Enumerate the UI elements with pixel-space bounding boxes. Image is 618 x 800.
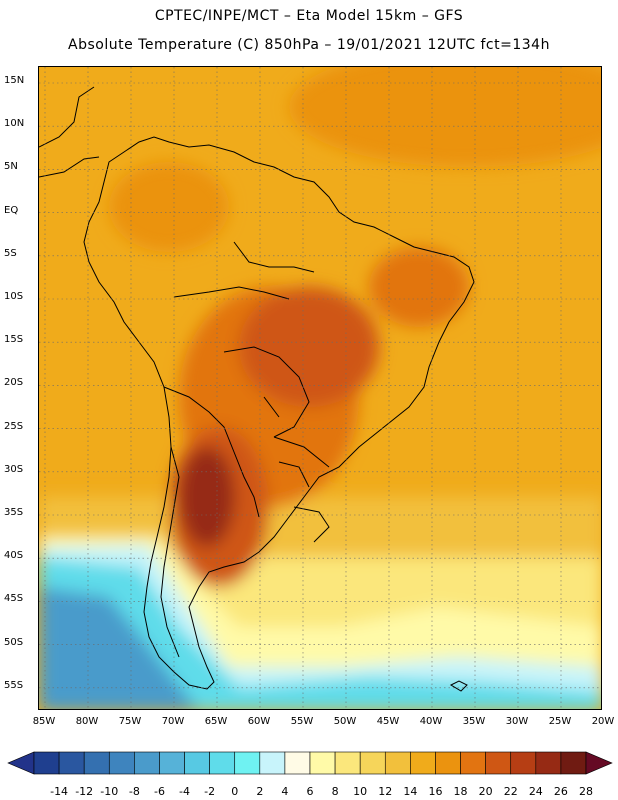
colorbar-label: 16 — [428, 785, 443, 798]
colorbar-label: 4 — [281, 785, 289, 798]
colorbar-label: 14 — [403, 785, 418, 798]
lon-label: 85W — [32, 716, 56, 727]
border-andes — [163, 386, 260, 518]
colorbar-label: -14 — [50, 785, 69, 798]
warm-zone-northeast-brazil — [369, 247, 469, 327]
colorbar-under-arrow — [7, 751, 35, 775]
lon-label: 50W — [333, 716, 357, 727]
lon-label: 20W — [591, 716, 615, 727]
colorbar-swatch — [309, 751, 336, 775]
falkland-islands — [449, 680, 468, 692]
temperature-map — [39, 67, 601, 709]
colorbar-swatch — [284, 751, 311, 775]
graticule-grid — [39, 67, 601, 709]
colorbar-label: -2 — [204, 785, 216, 798]
lat-label: 50S — [4, 636, 24, 648]
colorbar-label: -4 — [179, 785, 191, 798]
temperature-field-shading — [39, 67, 601, 709]
hot-zone-core — [179, 447, 235, 547]
lon-label: 25W — [548, 716, 572, 727]
colorbar-label: 22 — [503, 785, 518, 798]
colorbar-swatch — [159, 751, 185, 775]
colorbar-swatch — [560, 751, 587, 775]
colorbar-label: 8 — [331, 785, 339, 798]
lat-label: 25S — [4, 420, 24, 432]
border-argentina-chile — [160, 446, 180, 658]
colorbar-swatch — [134, 751, 160, 775]
colorbar — [7, 751, 613, 775]
lon-label: 70W — [161, 716, 185, 727]
border-paraguay-uruguay — [278, 461, 330, 543]
colorbar-label: 20 — [478, 785, 493, 798]
hot-zone-central-brazil — [239, 287, 379, 407]
lat-label: 45S — [4, 593, 24, 605]
colorbar-label: 28 — [579, 785, 593, 798]
lon-label: 60W — [247, 716, 271, 727]
colorbar-swatch — [384, 751, 411, 775]
lat-label: 10N — [4, 118, 25, 130]
colorbar-label: 12 — [378, 785, 393, 798]
border-brazil — [173, 241, 330, 468]
warm-zone-northeast — [289, 67, 601, 167]
colorbar-swatch — [259, 751, 286, 775]
lon-label: 55W — [290, 716, 314, 727]
lon-label: 45W — [376, 716, 400, 727]
colorbar-swatch — [209, 751, 236, 775]
south-america-coastline — [83, 136, 475, 690]
lon-label: 35W — [462, 716, 486, 727]
lon-label: 75W — [118, 716, 142, 727]
chart-title-line1: CPTEC/INPE/MCT – Eta Model 15km – GFS — [154, 8, 464, 24]
lat-label: 10S — [4, 291, 24, 302]
colorbar-label: 18 — [453, 785, 468, 798]
colorbar-swatch — [234, 751, 261, 775]
colorbar-label: -6 — [153, 785, 165, 798]
colorbar-swatch — [58, 751, 85, 775]
colorbar-label: 26 — [553, 785, 568, 798]
lat-label: 5S — [4, 247, 17, 259]
colorbar-swatch — [33, 751, 60, 775]
colorbar-label: 0 — [231, 785, 239, 798]
colorbar-label: -10 — [100, 785, 119, 798]
lat-label: 55S — [4, 679, 24, 691]
colorbar-swatch — [535, 751, 562, 775]
colorbar-swatch — [410, 751, 436, 775]
chart-title-line2: Absolute Temperature (C) 850hPa – 19/01/… — [68, 37, 550, 53]
lat-label: 15S — [4, 334, 24, 346]
colorbar-swatch — [460, 751, 486, 775]
colorbar-swatch — [510, 751, 537, 775]
central-america-coast — [39, 86, 100, 178]
map-frame — [38, 66, 602, 710]
lat-label: 15N — [4, 75, 25, 86]
colorbar-label: 10 — [353, 785, 368, 798]
cold-zone-blue — [39, 587, 198, 709]
lat-label: 20S — [4, 377, 24, 389]
lon-label: 80W — [75, 716, 99, 727]
colorbar-label: 24 — [528, 785, 543, 798]
lon-label: 30W — [505, 716, 529, 727]
cold-zone-cyan — [39, 557, 601, 709]
lat-label: 5N — [4, 161, 18, 173]
lat-label: 35S — [4, 507, 24, 518]
lon-label: 40W — [419, 716, 443, 727]
colorbar-swatch — [108, 751, 135, 775]
colorbar-swatch — [83, 751, 110, 775]
colorbar-swatch — [184, 751, 210, 775]
colorbar-label: 6 — [306, 785, 314, 798]
colorbar-swatch — [485, 751, 512, 775]
lat-label: 40S — [4, 550, 24, 562]
coastlines-and-borders — [39, 86, 475, 692]
lat-label: 30S — [4, 463, 24, 475]
colorbar-swatch — [359, 751, 386, 775]
lon-label: 65W — [204, 716, 228, 727]
lat-label: EQ — [4, 204, 19, 216]
warm-zone-venezuela — [109, 162, 229, 252]
colorbar-swatch — [435, 751, 461, 775]
colorbar-label: -12 — [75, 785, 94, 798]
colorbar-label: 2 — [256, 785, 264, 798]
colorbar-over-arrow — [585, 751, 613, 775]
colorbar-swatch — [334, 751, 361, 775]
colorbar-label: -8 — [128, 785, 140, 798]
